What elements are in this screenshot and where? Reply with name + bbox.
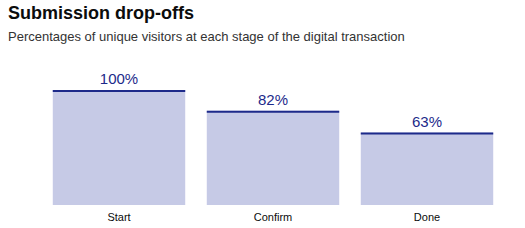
data-label: 63% <box>412 113 442 130</box>
data-label: 82% <box>258 91 288 108</box>
bar-top <box>53 90 185 92</box>
category-label: Done <box>414 211 440 223</box>
title: Submission drop-offs <box>8 3 194 23</box>
chart: Submission drop-offs Percentages of uniqu… <box>0 0 525 228</box>
bar-top <box>207 111 339 113</box>
bar <box>207 111 339 205</box>
category-label: Confirm <box>254 211 293 223</box>
data-label: 100% <box>100 70 138 87</box>
labels: 100% Start 82% Confirm 63% Done <box>100 70 442 223</box>
category-label: Start <box>107 211 130 223</box>
bar <box>361 133 493 205</box>
bars <box>53 90 493 205</box>
bar-top <box>361 133 493 135</box>
bar <box>53 90 185 205</box>
subtitle: Percentages of unique visitors at each s… <box>8 29 405 44</box>
